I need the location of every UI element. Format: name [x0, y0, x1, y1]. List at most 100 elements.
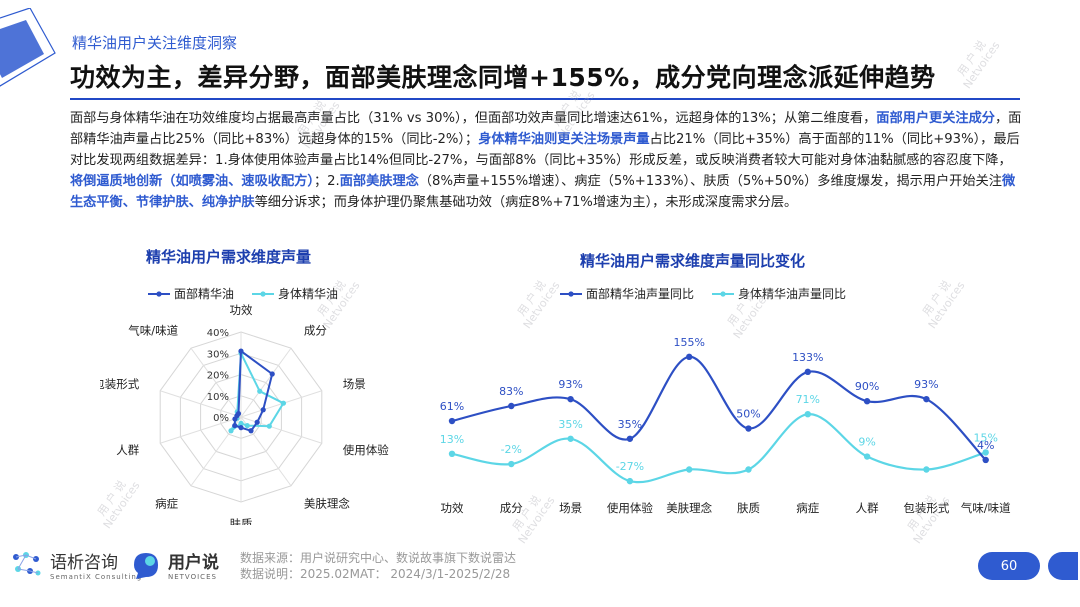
line-point	[567, 435, 574, 442]
line-data-label: 35%	[558, 418, 582, 431]
radar-point	[238, 425, 244, 431]
line-point	[923, 395, 930, 403]
line-series-path	[451, 355, 987, 461]
line-series-path	[451, 413, 987, 484]
line-point	[745, 466, 752, 473]
radar-tick-label: 30%	[207, 349, 229, 360]
line-x-tick-label: 人群	[856, 501, 879, 515]
radar-point	[238, 420, 244, 426]
intro-text-4: ；2.	[313, 174, 340, 189]
radar-axis-label: 场景	[343, 377, 366, 391]
radar-series-line	[233, 349, 274, 432]
intro-highlight-5: 微生态平衡、节律护肤、纯净护肤	[70, 174, 1016, 210]
line-point	[982, 449, 989, 456]
radar-axis-label: 肤质	[230, 517, 253, 525]
intro-text-1: 面部与身体精华油在功效维度均占据最高声量占比（31% vs 30%），但面部功效…	[70, 111, 877, 126]
legend-label-body: 身体精华油	[278, 287, 339, 301]
line-point	[923, 466, 930, 473]
netvoices-logo: 用户说 NETVOICES	[130, 548, 219, 581]
line-x-tick-label: 包装形式	[903, 501, 949, 515]
legend-label-body-yoy: 身体精华油声量同比	[738, 287, 847, 301]
line-data-label: 71%	[796, 393, 820, 406]
intro-highlight-3: 将倒逼质地创新（如喷雾油、速吸收配方）	[70, 174, 314, 189]
line-point	[626, 435, 634, 442]
netvoices-logo-icon	[134, 552, 158, 579]
radar-axis-label: 包装形式	[100, 377, 140, 391]
line-point	[863, 453, 871, 460]
radar-point	[269, 371, 275, 377]
line-x-tick-label: 成分	[500, 501, 523, 515]
line-x-tick-label: 美肤理念	[666, 501, 712, 515]
line-point	[863, 398, 871, 405]
intro-text-5: （8%声量+155%增速）、病症（5%+133%）、肤质（5%+50%）多维度爆…	[418, 174, 1002, 189]
intro-highlight-1: 面部用户更关注成分	[876, 111, 995, 126]
line-point	[448, 450, 456, 458]
line-x-tick-label: 气味/味道	[961, 501, 1011, 515]
watermark: 用 户 说 Netvoices	[954, 38, 1003, 92]
semantix-logo-icon	[13, 551, 41, 575]
line-point	[804, 368, 811, 376]
radar-point	[257, 388, 263, 394]
line-point	[567, 395, 574, 403]
radar-axis-label: 使用体验	[343, 443, 389, 457]
intro-text-2: ，面部精华油声量占比25%（同比+83%）远超身体的15%（同比-2%）；	[70, 111, 1022, 147]
radar-spoke	[160, 416, 242, 444]
line-point	[626, 477, 634, 485]
line-point	[745, 425, 752, 432]
intro-highlight-2: 身体精华油则更关注场景声量	[478, 132, 650, 147]
headline-divider	[70, 98, 1020, 100]
radar-spoke	[240, 347, 292, 418]
line-x-tick-label: 功效	[441, 501, 464, 515]
radar-point	[254, 419, 260, 425]
radar-spoke	[190, 347, 242, 418]
radar-chart-title: 精华油用户需求维度声量	[146, 248, 312, 266]
radar-tick-label: 10%	[207, 392, 229, 403]
line-data-label: 61%	[440, 400, 464, 413]
line-data-label: 133%	[792, 351, 823, 364]
line-data-label: 9%	[858, 436, 875, 449]
data-note-line: 数据说明：2025.02MAT： 2024/3/1-2025/2/28	[240, 567, 511, 581]
section-tag: 精华油用户关注维度洞察	[72, 34, 238, 52]
radar-point	[228, 428, 234, 434]
line-point	[448, 417, 456, 425]
radar-axis-label: 美肤理念	[304, 497, 350, 511]
radar-point	[266, 423, 272, 429]
radar-tick-label: 20%	[207, 371, 229, 382]
netvoices-logo-name: 用户说	[168, 553, 219, 573]
radar-axis-label: 功效	[230, 303, 253, 317]
radar-point	[232, 422, 238, 429]
line-data-label: 93%	[914, 378, 938, 391]
radar-axis-label: 人群	[116, 443, 139, 457]
line-x-tick-label: 病症	[796, 501, 819, 515]
line-x-tick-label: 场景	[559, 501, 582, 515]
radar-point	[260, 407, 266, 413]
intro-paragraph: 面部与身体精华油在功效维度均占据最高声量占比（31% vs 30%），但面部功效…	[70, 108, 1022, 213]
line-data-label: -27%	[616, 460, 644, 473]
line-data-label: 83%	[499, 385, 523, 398]
page-number-accent	[1048, 552, 1078, 580]
radar-spoke	[240, 416, 292, 487]
radar-tick-label: 40%	[207, 328, 229, 339]
semantix-logo-sub: SemantiX Consulting	[50, 573, 143, 581]
line-data-label: 35%	[618, 418, 642, 431]
radar-point	[248, 428, 254, 434]
radar-axis-label: 成分	[304, 323, 327, 337]
netvoices-logo-sub: NETVOICES	[168, 573, 217, 581]
corner-decoration	[0, 8, 56, 87]
semantix-logo: 语析咨询 SemantiX Consulting	[8, 548, 142, 581]
line-data-label: 50%	[736, 408, 760, 421]
radar-point	[280, 400, 287, 406]
intro-highlight-4: 面部美肤理念	[339, 174, 419, 189]
radar-point	[244, 422, 250, 429]
intro-text-3: 占比21%（同比+35%）高于面部的11%（同比+93%），最后对比发现两组数据…	[70, 132, 1020, 168]
radar-spoke	[160, 390, 242, 418]
legend-item-body: 身体精华油	[252, 285, 338, 302]
line-chart-title: 精华油用户需求维度声量同比变化	[580, 252, 806, 270]
radar-spoke	[240, 416, 322, 444]
legend-label-face: 面部精华油	[174, 287, 235, 301]
line-legend: 面部精华油声量同比 身体精华油声量同比	[560, 285, 846, 302]
line-point	[508, 460, 515, 468]
line-data-label: 155%	[673, 336, 704, 349]
radar-axis-label: 病症	[155, 497, 178, 511]
